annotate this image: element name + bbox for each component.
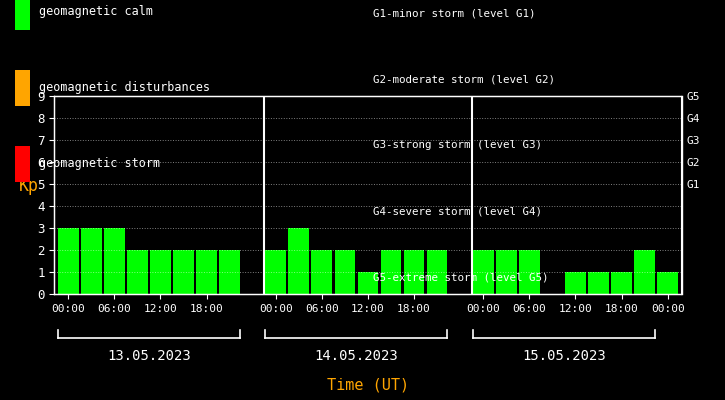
Bar [634,250,655,294]
Bar [496,250,517,294]
Y-axis label: Kp: Kp [20,177,39,195]
Bar [427,250,447,294]
Bar [150,250,171,294]
Bar [334,250,355,294]
Bar [519,250,539,294]
Text: G4-severe storm (level G4): G4-severe storm (level G4) [373,206,542,216]
Bar [58,228,78,294]
Text: G2-moderate storm (level G2): G2-moderate storm (level G2) [373,74,555,84]
Text: 13.05.2023: 13.05.2023 [107,350,191,364]
Text: geomagnetic disturbances: geomagnetic disturbances [39,82,210,94]
Bar [357,272,378,294]
Bar [173,250,194,294]
Bar [565,272,586,294]
Bar [219,250,240,294]
Bar [473,250,494,294]
Bar [81,228,102,294]
Bar [611,272,632,294]
Text: 14.05.2023: 14.05.2023 [315,350,398,364]
Text: geomagnetic calm: geomagnetic calm [39,6,153,18]
Text: 15.05.2023: 15.05.2023 [522,350,606,364]
Text: G5-extreme storm (level G5): G5-extreme storm (level G5) [373,272,549,282]
Bar [588,272,609,294]
Text: geomagnetic storm: geomagnetic storm [39,158,160,170]
Bar [658,272,678,294]
Bar [289,228,309,294]
Bar [265,250,286,294]
Text: G1-minor storm (level G1): G1-minor storm (level G1) [373,8,536,18]
Bar [381,250,402,294]
Bar [404,250,424,294]
Text: G3-strong storm (level G3): G3-strong storm (level G3) [373,140,542,150]
Text: Time (UT): Time (UT) [327,377,409,392]
Bar [196,250,217,294]
Bar [104,228,125,294]
Bar [312,250,332,294]
Bar [127,250,148,294]
